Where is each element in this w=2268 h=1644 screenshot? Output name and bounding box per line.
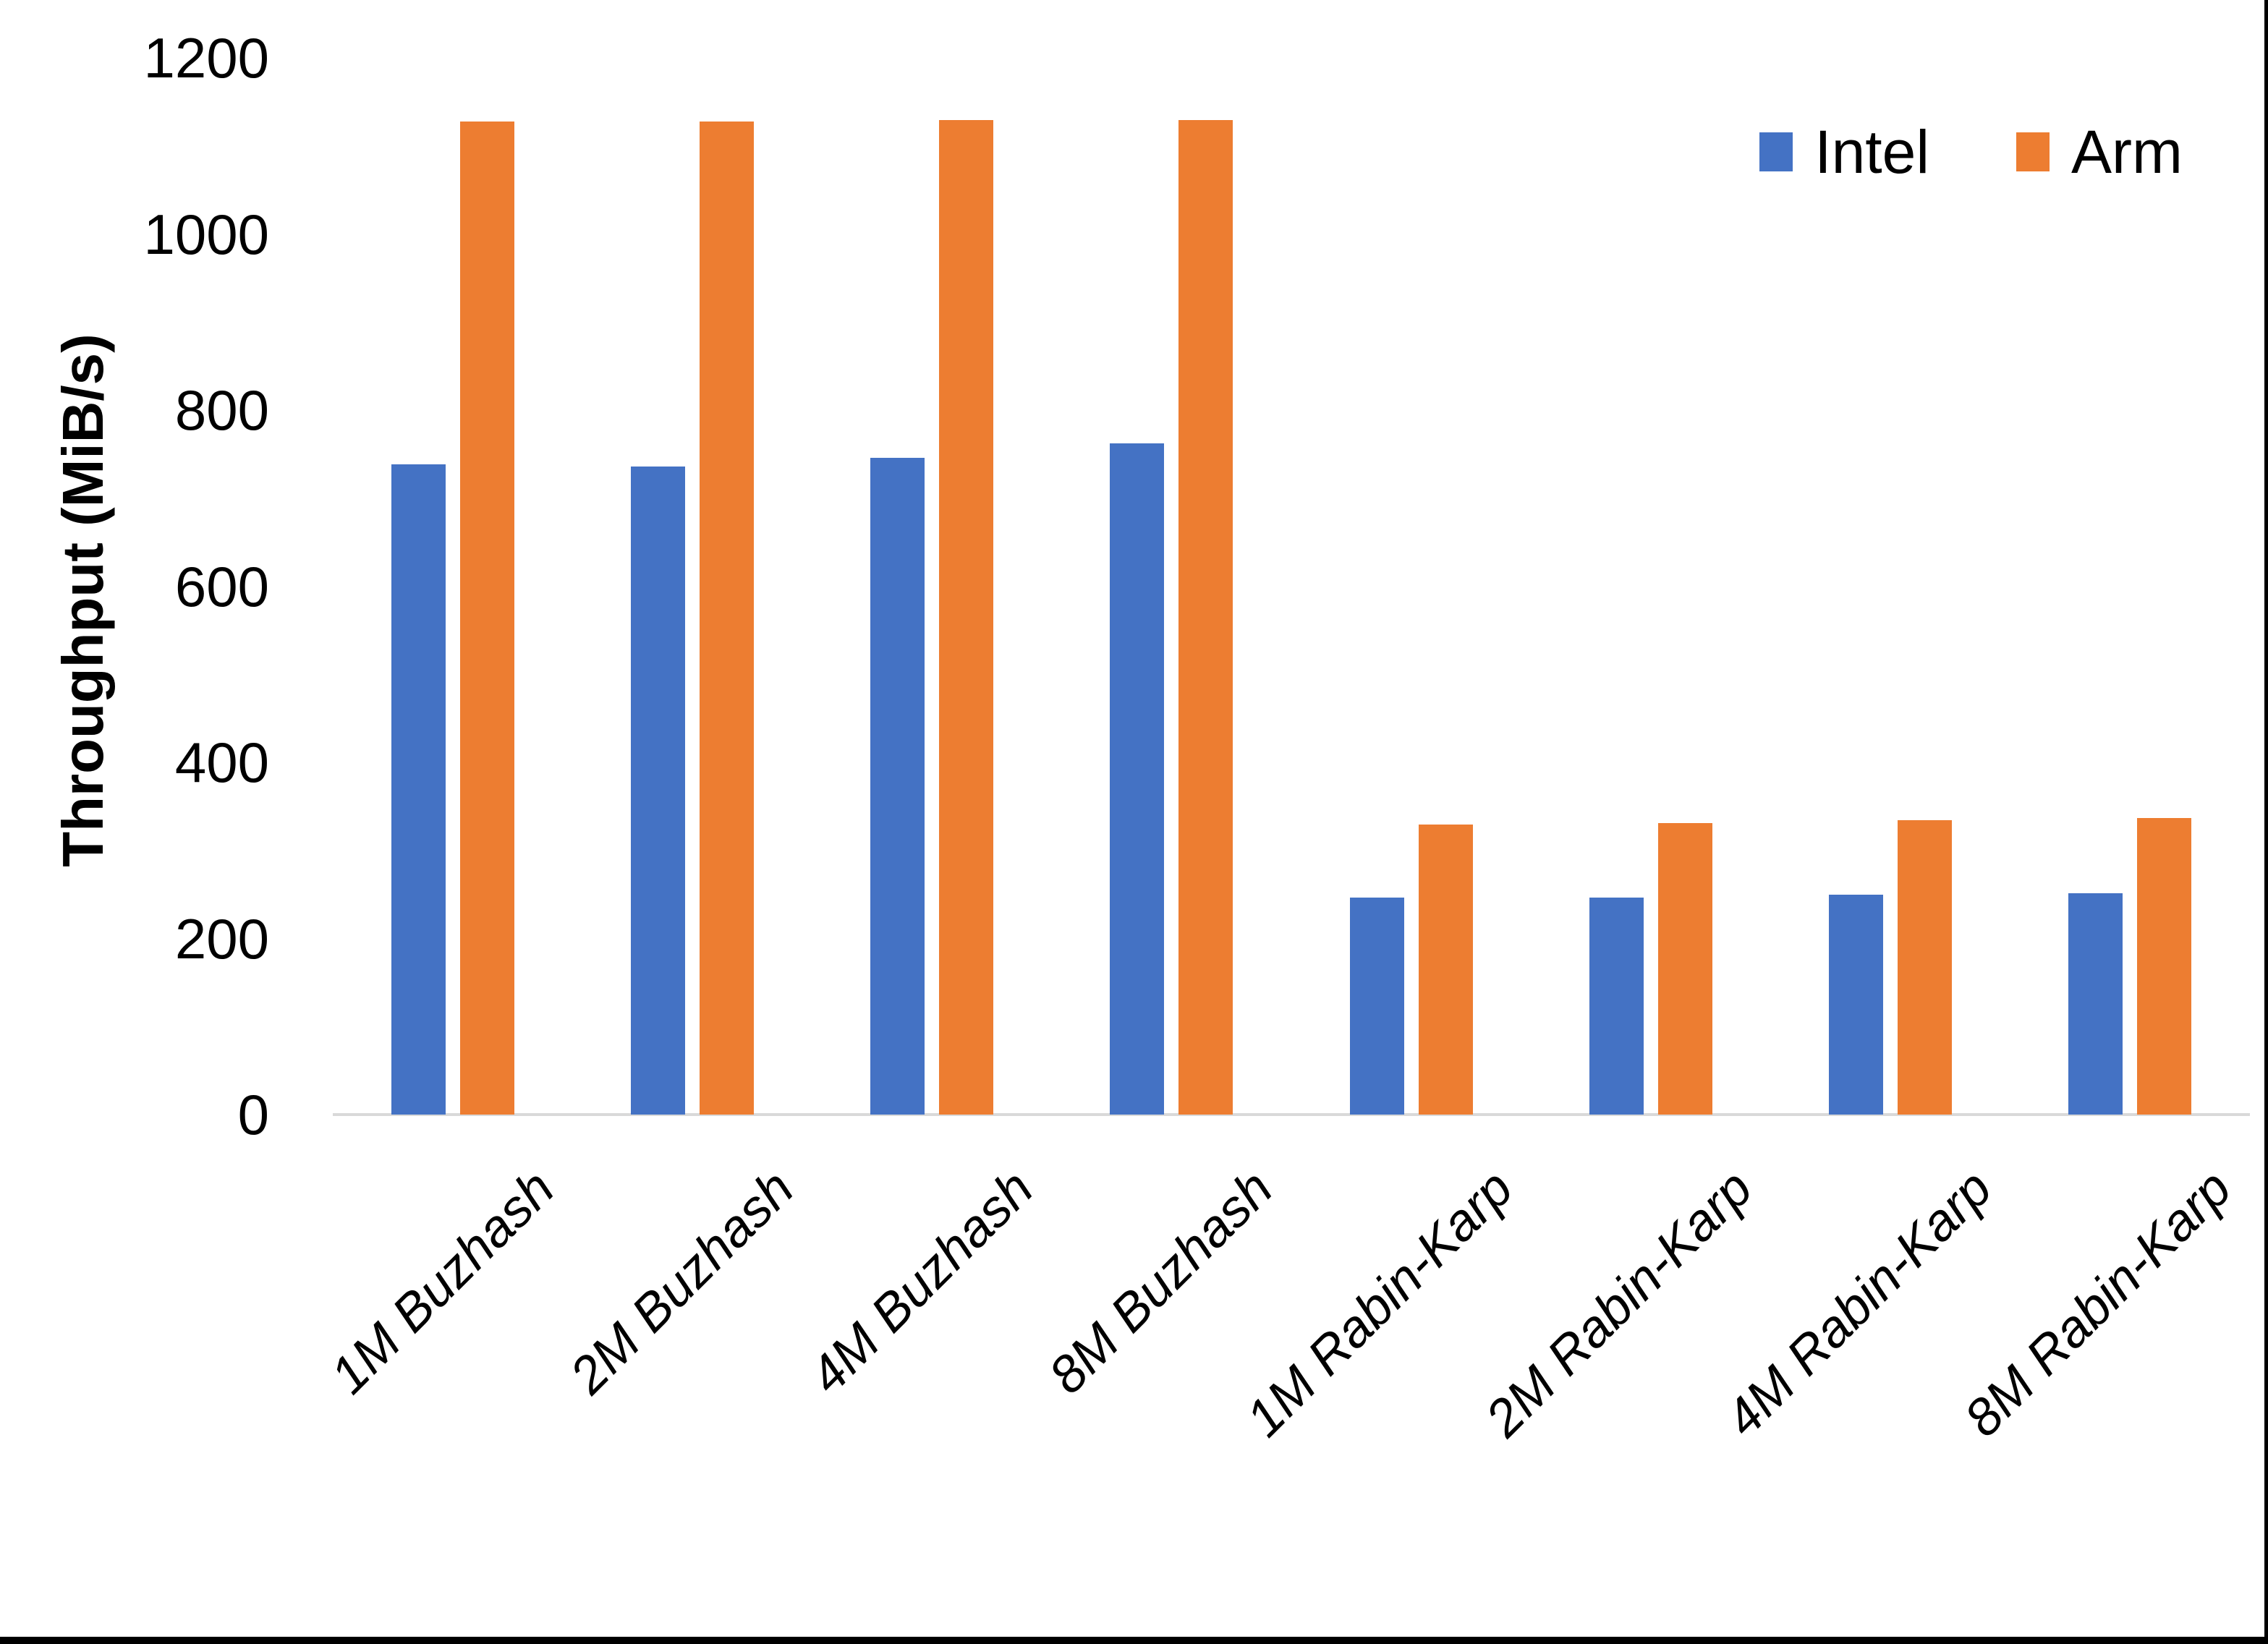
y-tick-label-1200: 1200	[143, 26, 269, 90]
bar-intel-1m-buzhash	[391, 464, 446, 1115]
y-tick-label-200: 200	[174, 906, 269, 971]
legend-swatch-arm	[2016, 132, 2050, 171]
bar-arm-1m-rabin-karp	[1419, 825, 1473, 1115]
bar-arm-4m-rabin-karp	[1898, 820, 1952, 1115]
bar-intel-2m-rabin-karp	[1589, 898, 1644, 1115]
y-tick-label-400: 400	[174, 731, 269, 794]
y-tick-label-1000: 1000	[143, 202, 269, 266]
page-right-border	[2264, 0, 2268, 1644]
legend-item-arm: Arm	[2016, 122, 2183, 182]
y-tick-label-600: 600	[174, 554, 269, 618]
bar-arm-1m-buzhash	[460, 122, 514, 1115]
bar-intel-2m-buzhash	[631, 467, 685, 1115]
x-axis-label-2m-buzhash: 2M Buzhash	[558, 1159, 805, 1405]
legend-label-intel: Intel	[1814, 118, 1930, 186]
bar-intel-4m-rabin-karp	[1829, 895, 1883, 1115]
bar-arm-2m-rabin-karp	[1658, 823, 1712, 1115]
bar-arm-2m-buzhash	[700, 122, 754, 1115]
bar-arm-8m-buzhash	[1178, 120, 1233, 1115]
bar-arm-8m-rabin-karp	[2137, 818, 2191, 1115]
bar-arm-4m-buzhash	[939, 120, 993, 1115]
legend: Intel Arm	[1759, 122, 2183, 182]
bar-intel-8m-buzhash	[1110, 443, 1164, 1115]
legend-item-intel: Intel	[1759, 122, 1929, 182]
x-axis-label-4m-buzhash: 4M Buzhash	[798, 1159, 1045, 1405]
x-axis-line	[333, 1113, 2250, 1116]
y-tick-label-0: 0	[237, 1083, 269, 1146]
x-axis-label-8m-buzhash: 8M Buzhash	[1037, 1159, 1284, 1405]
bar-intel-4m-buzhash	[870, 458, 925, 1115]
y-tick-label-800: 800	[174, 378, 269, 442]
bar-intel-8m-rabin-karp	[2068, 893, 2123, 1115]
legend-swatch-intel	[1759, 132, 1793, 171]
legend-label-arm: Arm	[2071, 118, 2183, 186]
bar-intel-1m-rabin-karp	[1350, 898, 1404, 1115]
x-axis-label-1m-buzhash: 1M Buzhash	[319, 1159, 566, 1405]
page-bottom-border	[0, 1637, 2268, 1644]
